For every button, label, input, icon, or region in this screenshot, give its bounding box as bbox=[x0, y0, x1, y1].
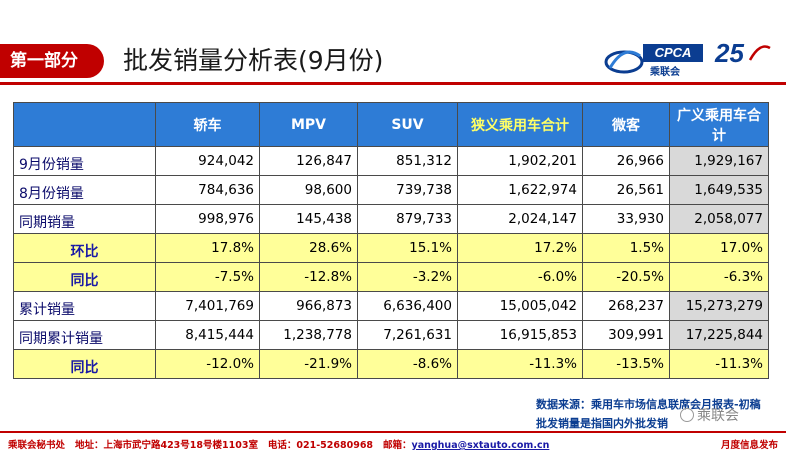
header-divider bbox=[0, 82, 786, 85]
table-cell: 15,273,279 bbox=[669, 291, 769, 321]
page-title: 批发销量分析表(9月份) bbox=[123, 46, 384, 75]
table-cell: 7,401,769 bbox=[155, 291, 260, 321]
table-cell: 17,225,844 bbox=[669, 320, 769, 350]
sales-table: 轿车 MPV SUV 狭义乘用车合计 微客 广义乘用车合计 9月份销量 924,0… bbox=[13, 102, 769, 379]
column-header-narrow-total: 狭义乘用车合计 bbox=[457, 102, 583, 147]
column-header-suv: SUV bbox=[357, 102, 458, 147]
table-cell: 15,005,042 bbox=[457, 291, 583, 321]
table-cell: 1,929,167 bbox=[669, 146, 769, 176]
table-cell: 6,636,400 bbox=[357, 291, 458, 321]
wechat-watermark-text: 乘联会 bbox=[697, 408, 739, 424]
table-cell: 26,966 bbox=[582, 146, 670, 176]
column-header-corner bbox=[13, 102, 156, 147]
footer-org: 乘联会秘书处 bbox=[8, 440, 66, 451]
table-cell: 2,058,077 bbox=[669, 204, 769, 234]
wechat-icon bbox=[680, 408, 694, 422]
table-cell: 7,261,631 bbox=[357, 320, 458, 350]
table-cell: -13.5% bbox=[582, 349, 670, 379]
table-row: 同期累计销量 8,415,444 1,238,778 7,261,631 16,915,… bbox=[13, 320, 769, 350]
table-row: 同期销量 998,976 145,438 879,733 2,024,147 33,930… bbox=[13, 204, 769, 234]
table-cell: -12.8% bbox=[259, 262, 358, 292]
column-header-broad-total: 广义乘用车合计 bbox=[669, 102, 769, 147]
column-header-mpv: MPV bbox=[259, 102, 358, 147]
table-cell: 309,991 bbox=[582, 320, 670, 350]
row-label: 8月份销量 bbox=[13, 175, 156, 205]
slide-header: 第一部分 批发销量分析表(9月份) CPCA 乘联会 25 bbox=[0, 0, 786, 88]
table-row: 环比 17.8% 28.6% 15.1% 17.2% 1.5% 17.0% bbox=[13, 233, 769, 263]
footer-divider bbox=[0, 431, 786, 433]
table-cell: 739,738 bbox=[357, 175, 458, 205]
anniversary-flame-icon bbox=[748, 45, 771, 61]
table-cell: 98,600 bbox=[259, 175, 358, 205]
row-label: 9月份销量 bbox=[13, 146, 156, 176]
table-cell: 126,847 bbox=[259, 146, 358, 176]
table-cell: 1,902,201 bbox=[457, 146, 583, 176]
table-cell: 2,024,147 bbox=[457, 204, 583, 234]
table-cell: -12.0% bbox=[155, 349, 260, 379]
table-row: 同比 -7.5% -12.8% -3.2% -6.0% -20.5% -6.3% bbox=[13, 262, 769, 292]
table-cell: -7.5% bbox=[155, 262, 260, 292]
row-label: 同比 bbox=[13, 262, 156, 292]
row-label: 同比 bbox=[13, 349, 156, 379]
table-cell: 1,649,535 bbox=[669, 175, 769, 205]
table-cell: 15.1% bbox=[357, 233, 458, 263]
definition-note: 批发销量是指国内外批发销 bbox=[536, 417, 668, 430]
cpca-logo-subtitle: 乘联会 bbox=[650, 67, 680, 78]
footer-right-label: 月度信息发布 bbox=[721, 440, 779, 451]
cpca-logo-text: CPCA bbox=[643, 44, 703, 62]
table-cell: 1.5% bbox=[582, 233, 670, 263]
cpca-logo-icon bbox=[604, 50, 644, 74]
table-cell: 879,733 bbox=[357, 204, 458, 234]
table-cell: 28.6% bbox=[259, 233, 358, 263]
table-cell: -11.3% bbox=[669, 349, 769, 379]
table-cell: 1,622,974 bbox=[457, 175, 583, 205]
table-row: 同比 -12.0% -21.9% -8.6% -11.3% -13.5% -11.3% bbox=[13, 349, 769, 379]
table-cell: 966,873 bbox=[259, 291, 358, 321]
table-cell: 784,636 bbox=[155, 175, 260, 205]
table-cell: 33,930 bbox=[582, 204, 670, 234]
table-header-row: 轿车 MPV SUV 狭义乘用车合计 微客 广义乘用车合计 bbox=[13, 102, 769, 147]
row-label: 环比 bbox=[13, 233, 156, 263]
row-label: 同期累计销量 bbox=[13, 320, 156, 350]
table-row: 9月份销量 924,042 126,847 851,312 1,902,201 26,96… bbox=[13, 146, 769, 176]
table-cell: -6.0% bbox=[457, 262, 583, 292]
table-cell: -20.5% bbox=[582, 262, 670, 292]
data-source-note: 数据来源：乘用车市场信息联席会月报表-初稿 bbox=[536, 398, 761, 411]
table-row: 累计销量 7,401,769 966,873 6,636,400 15,005,042 2… bbox=[13, 291, 769, 321]
row-label: 同期销量 bbox=[13, 204, 156, 234]
column-header-minivan: 微客 bbox=[582, 102, 670, 147]
table-cell: -6.3% bbox=[669, 262, 769, 292]
table-cell: 851,312 bbox=[357, 146, 458, 176]
table-cell: -8.6% bbox=[357, 349, 458, 379]
table-cell: -3.2% bbox=[357, 262, 458, 292]
footer-email-label: 邮箱： bbox=[382, 440, 412, 451]
table-cell: 17.0% bbox=[669, 233, 769, 263]
table-cell: 1,238,778 bbox=[259, 320, 358, 350]
section-tag: 第一部分 bbox=[0, 44, 104, 78]
wechat-watermark: 乘联会 bbox=[680, 405, 739, 425]
footer-address: 地址：上海市武宁路423号18号楼1103室 bbox=[74, 440, 258, 451]
footer-info: 乘联会秘书处 地址：上海市武宁路423号18号楼1103室 电话：021-526… bbox=[8, 437, 549, 451]
table-cell: 924,042 bbox=[155, 146, 260, 176]
table-cell: 268,237 bbox=[582, 291, 670, 321]
column-header-sedan: 轿车 bbox=[155, 102, 260, 147]
table-cell: 26,561 bbox=[582, 175, 670, 205]
table-cell: -21.9% bbox=[259, 349, 358, 379]
table-cell: 17.2% bbox=[457, 233, 583, 263]
table-cell: 998,976 bbox=[155, 204, 260, 234]
table-cell: 8,415,444 bbox=[155, 320, 260, 350]
table-cell: 16,915,853 bbox=[457, 320, 583, 350]
anniversary-logo: 25 bbox=[715, 38, 744, 68]
table-cell: 17.8% bbox=[155, 233, 260, 263]
row-label: 累计销量 bbox=[13, 291, 156, 321]
footer-phone: 电话：021-52680968 bbox=[267, 440, 374, 451]
table-row: 8月份销量 784,636 98,600 739,738 1,622,974 26,561… bbox=[13, 175, 769, 205]
footer-email-link[interactable]: yanghua@sxtauto.com.cn bbox=[411, 440, 550, 451]
table-cell: 145,438 bbox=[259, 204, 358, 234]
table-cell: -11.3% bbox=[457, 349, 583, 379]
